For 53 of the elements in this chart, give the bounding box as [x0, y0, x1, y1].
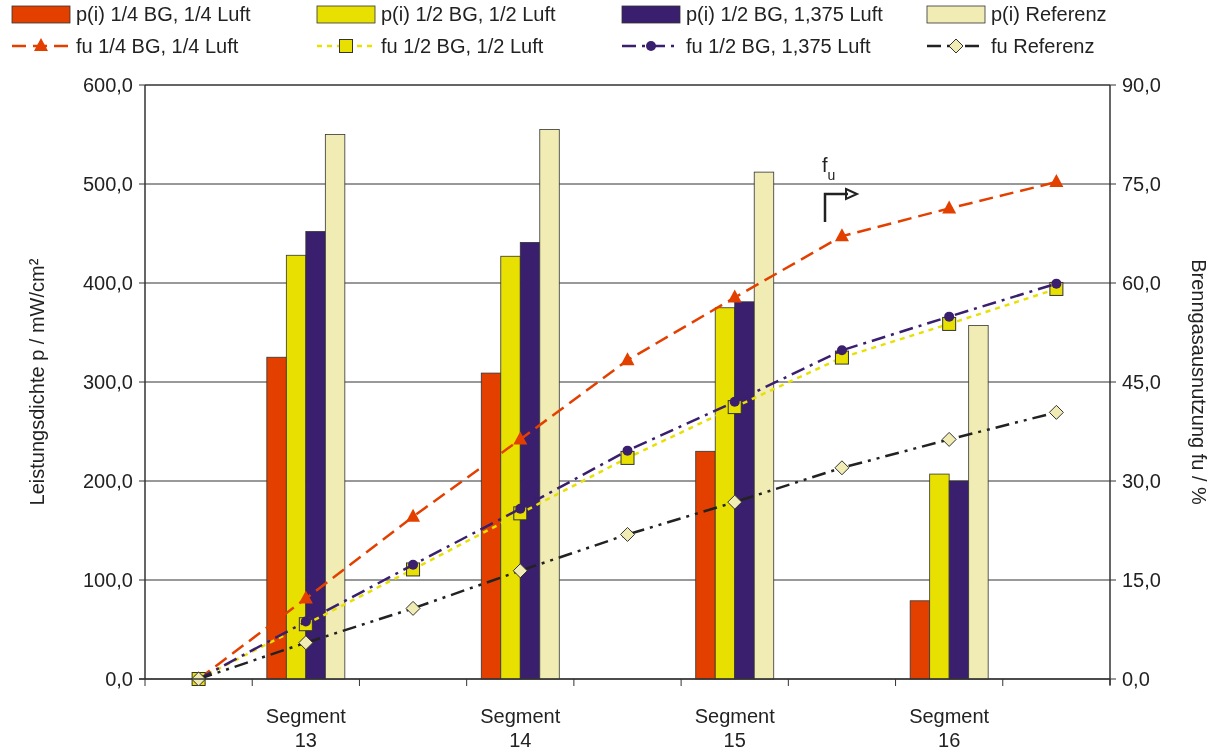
y-tick-label: 500,0: [82, 173, 133, 195]
x-tick-label: Segment 13: [265, 705, 347, 751]
point: [1049, 174, 1064, 188]
y-tick-label: 400,0: [82, 272, 133, 294]
legend-label: p(i) 1/4 BG, 1/4 Luft: [76, 3, 251, 25]
point: [834, 228, 849, 242]
y-tick-label: 100,0: [82, 569, 133, 591]
y2-tick-label: 30,0: [1122, 470, 1161, 492]
y2-tick-label: 90,0: [1122, 74, 1161, 96]
legend-label: p(i) 1/2 BG, 1,375 Luft: [686, 3, 884, 25]
point: [512, 563, 528, 579]
x-tick-label: Segment 15: [694, 705, 776, 751]
y2-axis-title: Brenngasausnutzung fu / %: [1188, 259, 1210, 506]
point: [620, 526, 635, 542]
y2-tick-label: 15,0: [1122, 569, 1161, 591]
point: [515, 503, 526, 514]
y-tick-label: 200,0: [82, 470, 133, 492]
y-tick-label: 300,0: [82, 371, 133, 393]
y2-tick-label: 0,0: [1122, 668, 1150, 690]
point: [1051, 278, 1062, 289]
point: [942, 200, 957, 214]
y-tick-label: 600,0: [82, 74, 133, 96]
point: [300, 616, 311, 627]
point: [622, 445, 633, 456]
point: [1048, 404, 1064, 420]
point: [727, 289, 742, 303]
point: [513, 431, 528, 445]
point: [408, 559, 419, 570]
legend-label: fu 1/4 BG, 1/4 Luft: [76, 35, 239, 57]
point: [620, 352, 635, 366]
y2-tick-label: 75,0: [1122, 173, 1161, 195]
point: [405, 600, 421, 616]
point: [298, 635, 314, 651]
y-axis-title: Leistungsdichte p / mW/cm²: [26, 258, 48, 506]
legend-label: fu 1/2 BG, 1,375 Luft: [686, 35, 872, 57]
legend-label: fu Referenz: [991, 35, 1095, 57]
legend-label: p(i) Referenz: [991, 3, 1107, 25]
legend-label: fu 1/2 BG, 1/2 Luft: [381, 35, 544, 57]
y2-tick-label: 45,0: [1122, 371, 1161, 393]
point: [727, 494, 743, 510]
point: [836, 345, 847, 356]
annotation: f$_{u}$: [822, 154, 836, 183]
point: [941, 431, 957, 447]
x-tick-label: Segment 16: [909, 705, 990, 751]
legend-label: p(i) 1/2 BG, 1/2 Luft: [381, 3, 556, 25]
point: [944, 311, 955, 322]
y-tick-label: 0,0: [105, 668, 133, 690]
point: [298, 590, 313, 604]
x-tick-label: Segment 14: [480, 705, 561, 751]
point: [729, 396, 740, 407]
point: [834, 460, 850, 476]
y2-tick-label: 60,0: [1122, 272, 1161, 294]
point: [406, 508, 421, 522]
